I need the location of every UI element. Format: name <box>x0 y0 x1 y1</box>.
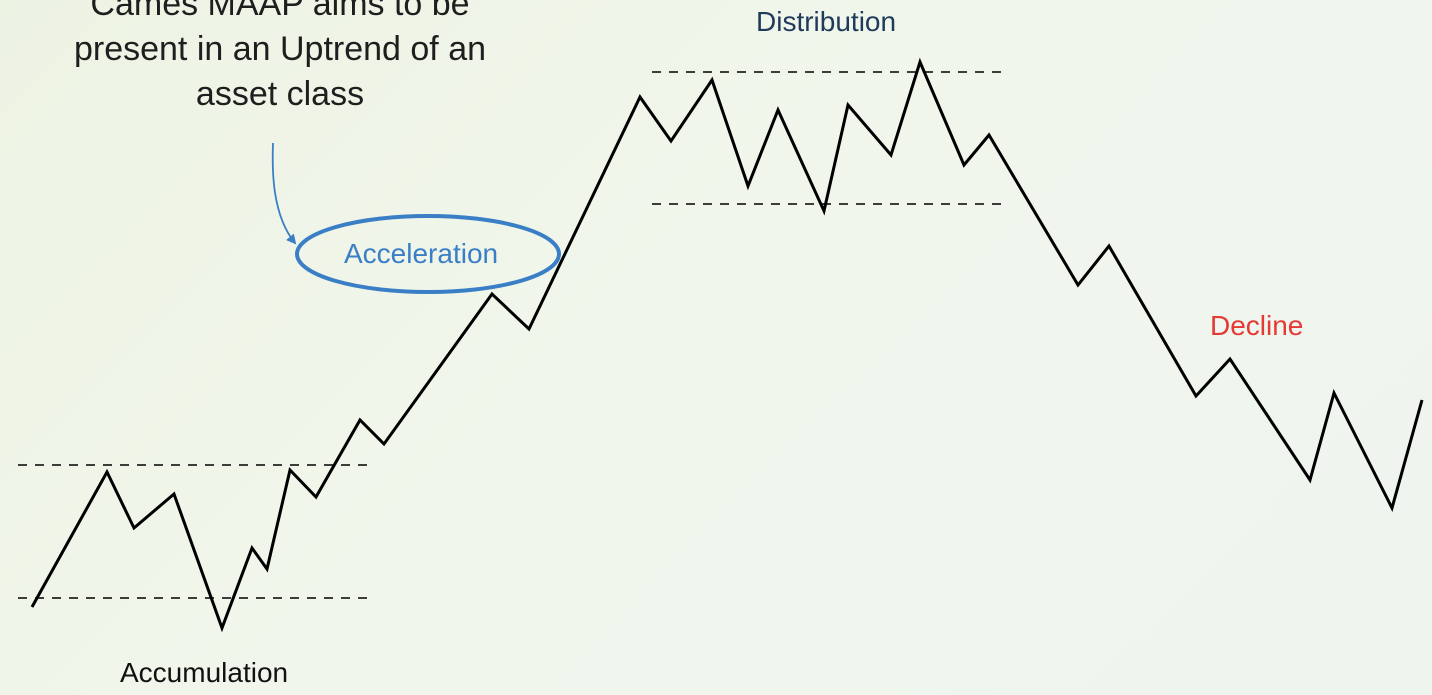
headline-line-1: Cames MAAP aims to be <box>20 0 540 27</box>
distribution-label: Distribution <box>756 5 896 39</box>
acceleration-label: Acceleration <box>344 237 498 271</box>
headline-line-2: present in an Uptrend of an <box>20 27 540 72</box>
headline: Cames MAAP aims to be present in an Uptr… <box>20 0 540 117</box>
curved-arrow-icon <box>273 143 295 243</box>
price-path <box>32 62 1422 628</box>
decline-label: Decline <box>1210 309 1303 343</box>
accumulation-label: Accumulation <box>120 656 288 690</box>
headline-line-3: asset class <box>20 72 540 117</box>
